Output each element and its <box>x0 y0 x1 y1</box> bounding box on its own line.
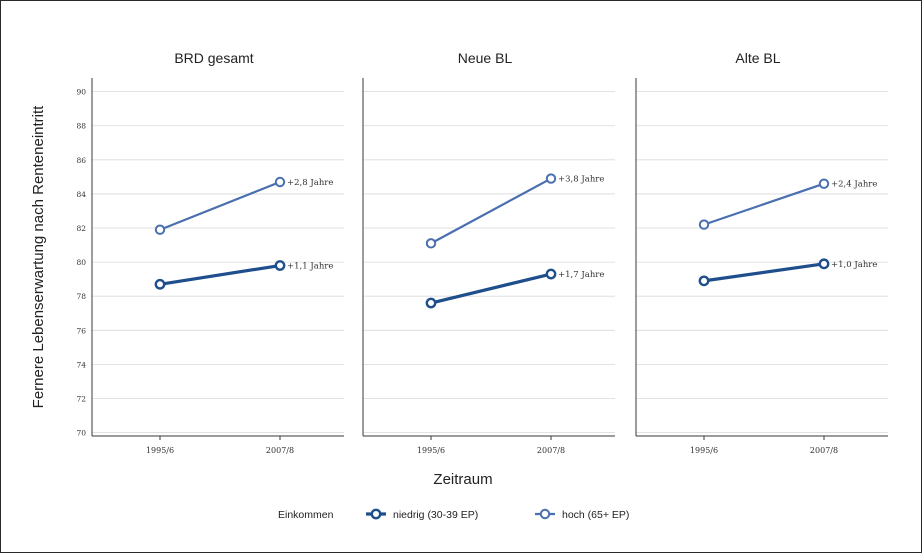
panel-title: BRD gesamt <box>174 50 253 66</box>
data-point-niedrig <box>274 260 286 271</box>
data-point-hoch <box>274 176 286 188</box>
legend-label: niedrig (30-39 EP) <box>393 509 478 521</box>
series-line-hoch <box>158 180 282 231</box>
series-line-niedrig <box>429 272 553 305</box>
x-tick-label: 2007/8 <box>810 446 838 455</box>
legend-key-hoch-marker <box>539 508 551 520</box>
data-point-niedrig <box>425 297 437 309</box>
series-line-hoch <box>702 182 826 226</box>
y-tick-label: 82 <box>76 224 86 233</box>
change-annotation: +1,0 Jahre <box>831 260 877 270</box>
x-tick-label: 1995/6 <box>146 446 174 455</box>
y-tick-label: 78 <box>76 292 86 301</box>
y-tick-label: 70 <box>76 429 86 438</box>
data-point-hoch <box>425 238 437 249</box>
y-tick-label: 74 <box>76 360 86 369</box>
x-tick-label: 2007/8 <box>537 446 565 455</box>
y-tick-label: 76 <box>76 326 86 335</box>
data-point-hoch <box>818 178 830 189</box>
change-annotation: +1,1 Jahre <box>287 262 333 272</box>
change-annotation: +2,4 Jahre <box>831 180 877 190</box>
y-tick-label: 88 <box>76 122 86 131</box>
series-line-niedrig <box>158 263 282 286</box>
panel-title: Neue BL <box>458 50 513 66</box>
y-tick-label: 80 <box>76 258 86 267</box>
y-tick-label: 72 <box>76 394 86 403</box>
data-point-hoch <box>698 219 710 230</box>
x-tick-label: 1995/6 <box>690 446 718 455</box>
x-axis-label: Zeitraum <box>433 471 492 488</box>
data-point-niedrig <box>818 258 830 270</box>
y-axis-label: Fernere Lebenserwartung nach Renteneintr… <box>30 105 47 409</box>
y-tick-label: 86 <box>76 156 86 165</box>
series-line-niedrig <box>702 262 826 283</box>
y-tick-label: 84 <box>76 190 86 199</box>
data-point-hoch <box>545 173 557 184</box>
legend-label: hoch (65+ EP) <box>562 509 629 521</box>
x-tick-label: 2007/8 <box>266 446 294 455</box>
panel-title: Alte BL <box>735 50 780 66</box>
change-annotation: +3,8 Jahre <box>558 175 604 185</box>
legend-key-niedrig-marker <box>370 508 382 520</box>
series-line-hoch <box>429 177 553 245</box>
data-point-niedrig <box>545 268 557 280</box>
data-point-hoch <box>154 224 166 235</box>
y-tick-label: 90 <box>76 88 86 97</box>
legend-title: Einkommen <box>278 509 334 521</box>
x-tick-label: 1995/6 <box>417 446 445 455</box>
change-annotation: +1,7 Jahre <box>558 270 604 280</box>
change-annotation: +2,8 Jahre <box>287 178 333 188</box>
data-point-niedrig <box>698 275 710 287</box>
data-point-niedrig <box>154 278 166 290</box>
